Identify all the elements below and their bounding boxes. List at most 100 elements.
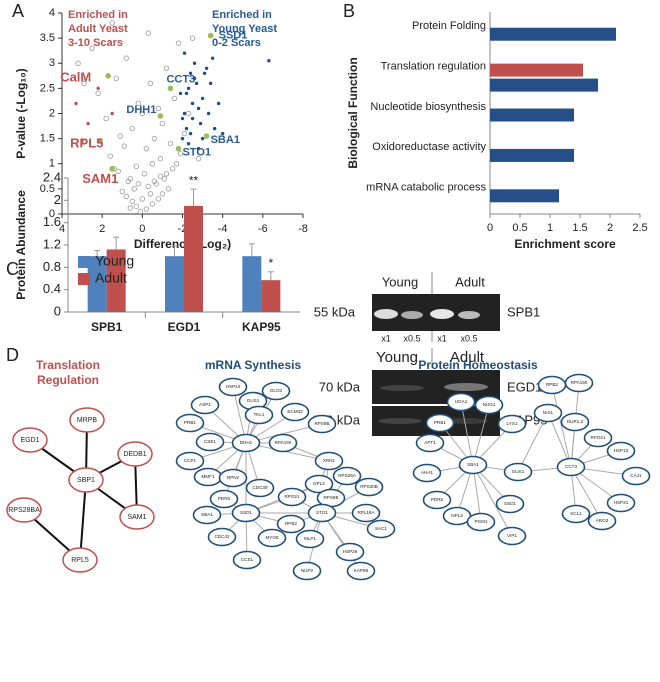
- point: [202, 71, 207, 76]
- point: [184, 91, 189, 96]
- network-node: [583, 428, 613, 448]
- network-node: [466, 512, 496, 532]
- network-node: [458, 455, 488, 475]
- y-tick-label: 0.5: [40, 183, 55, 195]
- point: [200, 96, 205, 101]
- network-edge: [245, 442, 330, 462]
- point: [157, 173, 164, 180]
- network-node: [307, 414, 337, 434]
- point: [207, 32, 214, 39]
- network-edge: [321, 512, 362, 572]
- node-label: HSP10: [614, 448, 629, 453]
- point: [96, 86, 100, 91]
- node-label: HSP26: [343, 549, 358, 554]
- point: [113, 75, 119, 82]
- network-node: [335, 542, 365, 562]
- y-tick-label: 1: [49, 158, 55, 170]
- point: [109, 20, 115, 26]
- network-node: [304, 474, 334, 494]
- node-label: EGD1: [20, 437, 39, 444]
- point: [105, 73, 111, 79]
- network-node: [503, 462, 533, 482]
- node-label: NUG1: [483, 402, 496, 407]
- network-node: [412, 463, 442, 483]
- point: [121, 143, 127, 149]
- group-label: Young: [382, 274, 418, 289]
- point: [192, 76, 197, 81]
- x-tick-label: 0: [487, 222, 493, 234]
- y-tick-label: 3.5: [40, 32, 55, 44]
- bar: [165, 256, 184, 312]
- network-node: [261, 381, 291, 401]
- network-node: [117, 441, 153, 467]
- protein-label: SPB1: [507, 304, 540, 319]
- y-tick-label: 1.5: [40, 133, 55, 145]
- node-label: PDR5: [431, 497, 444, 502]
- node-label: MLP1: [304, 536, 316, 541]
- point: [129, 125, 135, 132]
- network-node: [497, 526, 527, 546]
- point: [97, 138, 103, 144]
- lane-label: x0.5: [403, 333, 420, 343]
- bar: [490, 148, 574, 162]
- point-label: SSD1: [219, 30, 248, 42]
- node-label: SAC1: [375, 526, 387, 531]
- node-label: RPS26A: [338, 473, 357, 478]
- node-label: NPL3: [451, 513, 463, 518]
- point: [95, 90, 101, 97]
- node-label: CSE1: [204, 439, 216, 444]
- node-label: RPS28BA: [8, 507, 40, 514]
- network-title: Regulation: [37, 373, 99, 387]
- node-label: AHA1: [421, 470, 433, 475]
- point: [145, 183, 152, 190]
- point: [109, 165, 116, 172]
- node-label: STO1: [316, 510, 328, 515]
- bar: [242, 256, 262, 312]
- node-label: RPO21: [284, 494, 300, 499]
- network-node: [606, 441, 636, 461]
- node-label: CCP1: [184, 458, 197, 463]
- panel-label: B: [343, 1, 355, 21]
- point: [151, 135, 158, 142]
- node-label: SBA1: [201, 512, 213, 517]
- panel-label: A: [12, 1, 24, 21]
- point: [173, 161, 180, 167]
- x-tick-label: -4: [218, 223, 228, 235]
- point: [86, 121, 90, 126]
- point: [133, 203, 140, 210]
- x-tick-label: 1: [547, 222, 553, 234]
- node-label: UGA1: [455, 399, 468, 404]
- point: [216, 101, 221, 106]
- point: [200, 136, 205, 141]
- lane-label: x1: [437, 333, 447, 343]
- y-axis-label: Protein Abundance: [14, 190, 28, 300]
- node-label: CDC42: [214, 534, 230, 539]
- node-label: CCS1: [241, 557, 254, 562]
- node-label: KAP95: [354, 568, 369, 573]
- point: [165, 186, 172, 192]
- point: [175, 145, 182, 152]
- y-tick-label: 2: [49, 107, 55, 119]
- point: [180, 116, 185, 121]
- network-node: [190, 395, 220, 415]
- bar: [490, 189, 559, 203]
- bar: [490, 63, 583, 77]
- node-label: RPN2: [227, 475, 240, 480]
- point: [119, 188, 125, 195]
- node-label: RPO21: [590, 435, 606, 440]
- node-label: VIP1: [507, 533, 517, 538]
- point: [123, 55, 129, 61]
- y-tick-label: 2.5: [40, 82, 55, 94]
- point: [74, 101, 78, 106]
- y-tick-label: 2: [54, 192, 61, 207]
- point: [143, 145, 150, 152]
- network-node: [332, 466, 362, 486]
- node-label: RPA190: [571, 380, 588, 385]
- point: [129, 198, 135, 205]
- network-edge: [570, 466, 603, 522]
- node-label: MMF1: [201, 474, 214, 479]
- network-node: [446, 392, 476, 412]
- point: [159, 191, 166, 197]
- network-node: [218, 377, 248, 397]
- network-node: [556, 457, 586, 477]
